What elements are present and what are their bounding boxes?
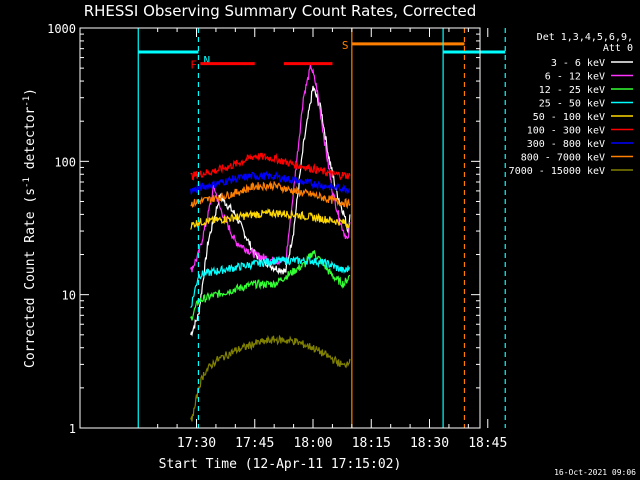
plot-frame xyxy=(79,27,481,429)
annotation-layer: NF S xyxy=(137,28,506,428)
series-2 xyxy=(190,250,351,321)
x-tick-label-5: 18:45 xyxy=(468,436,507,451)
series-1 xyxy=(190,64,351,273)
flag-label-0: N xyxy=(203,54,210,67)
series-line-0 xyxy=(190,85,351,337)
flag-label-4: S xyxy=(342,39,349,52)
x-tick-label-4: 18:30 xyxy=(410,436,449,451)
legend-header-0: Det 1,3,4,5,6,9, xyxy=(537,32,633,43)
x-axis-label: Start Time (12-Apr-11 17:15:02) xyxy=(159,457,402,472)
legend-label-8: 7000 - 15000 keV xyxy=(509,166,605,177)
y-tick-label-1: 10 xyxy=(62,289,76,303)
x-tick-label-2: 18:00 xyxy=(293,436,332,451)
y-tick-label-3: 1000 xyxy=(47,22,76,36)
tick-layer: 1 10 100 1000 17:30 17:45 18:00 18:15 18:30 18:45 xyxy=(47,22,507,451)
y-axis-label-sup1: -1 xyxy=(22,177,32,188)
series-line-6 xyxy=(190,170,350,195)
series-line-2 xyxy=(190,250,351,321)
y-axis-label-mid: detector xyxy=(23,107,38,178)
legend-label-1: 6 - 12 keV xyxy=(545,72,605,83)
legend-header-1: Att 0 xyxy=(603,43,633,54)
series-line-7 xyxy=(190,180,351,210)
series-line-3 xyxy=(190,255,351,309)
series-7 xyxy=(190,180,351,210)
series-5 xyxy=(190,152,351,181)
y-axis-label-main: Corrected Count Rate (s xyxy=(23,188,38,368)
series-0 xyxy=(190,85,351,337)
y-axis-label: Corrected Count Rate (s-1 detector-1) xyxy=(22,88,38,368)
legend-label-7: 800 - 7000 keV xyxy=(521,153,605,164)
legend-label-4: 50 - 100 keV xyxy=(533,112,605,123)
series-line-8 xyxy=(190,334,351,422)
series-3 xyxy=(190,255,351,309)
x-tick-label-0: 17:30 xyxy=(177,436,216,451)
series-8 xyxy=(190,334,351,422)
y-axis-label-sup2: -1 xyxy=(22,96,32,107)
x-tick-label-1: 17:45 xyxy=(235,436,274,451)
y-axis-label-end: ) xyxy=(23,88,38,96)
chart-title: RHESSI Observing Summary Count Rates, Co… xyxy=(84,2,477,20)
legend-label-2: 12 - 25 keV xyxy=(539,85,605,96)
series-6 xyxy=(190,170,350,195)
series-line-5 xyxy=(190,152,351,181)
series-4 xyxy=(190,207,351,230)
flag-label-2: F xyxy=(190,59,197,72)
series-line-1 xyxy=(190,64,351,273)
footer-timestamp: 16-Oct-2021 09:06 xyxy=(554,468,636,477)
y-tick-label-0: 1 xyxy=(69,422,76,436)
legend-label-0: 3 - 6 keV xyxy=(551,58,605,69)
y-tick-label-2: 100 xyxy=(54,155,76,169)
x-tick-label-3: 18:15 xyxy=(352,436,391,451)
legend-label-3: 25 - 50 keV xyxy=(539,99,605,110)
series-line-4 xyxy=(190,207,351,230)
legend-label-5: 100 - 300 keV xyxy=(527,126,605,137)
legend: Det 1,3,4,5,6,9,Att 0 3 - 6 keV 6 - 12 keV… xyxy=(509,32,633,177)
legend-label-6: 300 - 800 keV xyxy=(527,139,605,150)
series-layer xyxy=(190,64,351,422)
